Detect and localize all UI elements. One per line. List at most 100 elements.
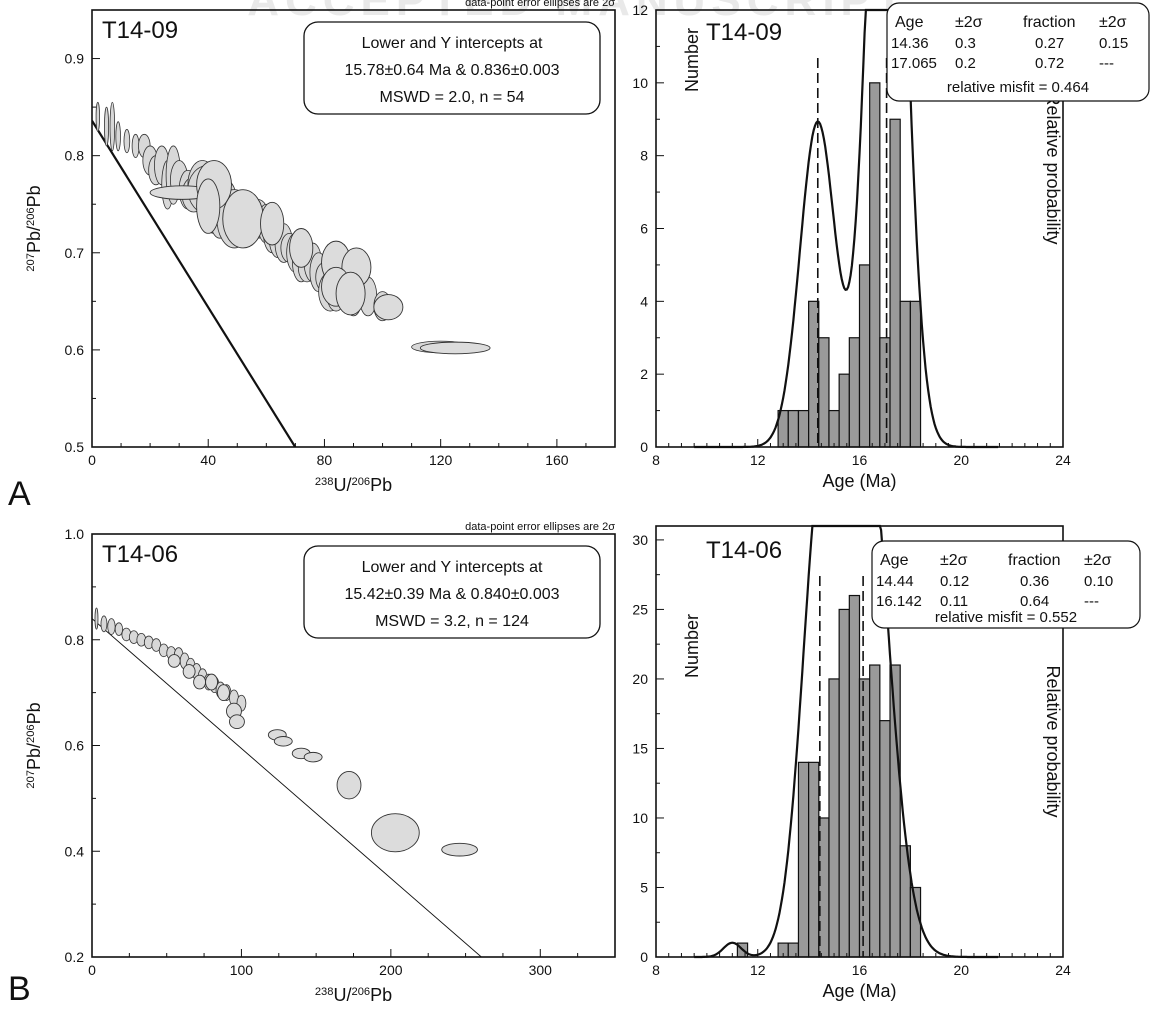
- panel-label-a: A: [8, 475, 31, 513]
- histogram-bar: [909, 300, 922, 448]
- intercept-text: Lower and Y intercepts at: [362, 35, 543, 52]
- intercept-box: [303, 21, 601, 115]
- table-cell: 0.10: [1084, 573, 1113, 590]
- table-header: fraction: [1008, 552, 1060, 569]
- y-tick-label: 0.2: [65, 949, 85, 965]
- error-ellipse: [182, 664, 196, 679]
- error-ellipse: [373, 294, 404, 321]
- panel-labels: AB: [8, 475, 31, 1008]
- misfit-text: relative misfit = 0.464: [947, 79, 1089, 96]
- y-tick-label: 0.5: [65, 439, 85, 455]
- x-axis-label: 238U/206Pb: [315, 475, 392, 495]
- histogram-bar: [797, 761, 810, 958]
- error-ellipse: [167, 654, 181, 668]
- error-ellipse: [95, 101, 100, 132]
- table-cell: 0.36: [1020, 573, 1049, 590]
- error-ellipse: [196, 178, 221, 234]
- x-tick-label: 12: [750, 962, 766, 978]
- ellipses: [95, 101, 491, 355]
- histogram-bar: [787, 409, 800, 448]
- x-tick-label: 200: [379, 962, 403, 978]
- y-tick-label: 0.4: [65, 843, 85, 859]
- component-table: [871, 540, 1141, 629]
- error-ellipse: [109, 101, 116, 152]
- misfit-text: relative misfit = 0.552: [935, 609, 1077, 626]
- panel-label-b: B: [8, 970, 31, 1008]
- y-tick-label: 0.9: [65, 51, 85, 67]
- concordia-plot-a: 0 40 80 120 160 0.5 0.6 0.7 0.8 0.9 238U/206Pb 207P…: [24, 0, 616, 495]
- histogram-bar: [808, 761, 820, 958]
- x-tick-label: 8: [652, 452, 660, 468]
- error-ellipse: [222, 189, 264, 249]
- histogram-bar: [889, 664, 901, 958]
- error-ellipse: [114, 622, 124, 636]
- histogram-b: 8 12 16 20 24 0 5 10 15 20 25 30 Age (Ma) Number Relat…: [632, 524, 1141, 1001]
- table-cell: ---: [1084, 593, 1099, 610]
- table-header: ±2σ: [940, 552, 968, 569]
- histogram-bar: [838, 373, 850, 448]
- y-tick-label: 8: [640, 148, 648, 164]
- error-ellipse: [205, 673, 218, 691]
- histogram-bar: [797, 409, 810, 448]
- x-tick-label: 120: [429, 452, 453, 468]
- y-axis-label: Number: [682, 614, 702, 678]
- y-tick-label: 5: [640, 879, 648, 895]
- ellipses: [94, 607, 478, 857]
- x-tick-label: 300: [529, 962, 553, 978]
- histogram-bar: [858, 264, 871, 448]
- error-ellipse: [107, 618, 116, 635]
- intercept-text: 15.42±0.39 Ma & 0.840±0.003: [344, 586, 559, 603]
- y-tick-label: 0: [640, 439, 648, 455]
- y-tick-label: 6: [640, 221, 648, 237]
- x-tick-label: 100: [230, 962, 254, 978]
- table-cell: 16.142: [876, 593, 922, 610]
- error-ellipse: [229, 714, 245, 730]
- y2-axis-label: Relative probability: [1043, 665, 1063, 817]
- histogram-bar: [869, 82, 881, 448]
- intercept-text: Lower and Y intercepts at: [362, 559, 543, 576]
- error-ellipse: [193, 674, 207, 690]
- x-tick-label: 0: [88, 452, 96, 468]
- histogram-bar: [879, 720, 891, 958]
- table-cell: 0.27: [1035, 35, 1064, 52]
- table-cell: 0.72: [1035, 55, 1064, 72]
- sample-title: T14-06: [102, 541, 178, 568]
- y-tick-label: 20: [632, 671, 648, 687]
- y-axis-label: 207Pb/206Pb: [24, 185, 44, 271]
- x-axis-label: Age (Ma): [822, 981, 896, 1001]
- concordia-plot-b: 0 100 200 300 0.2 0.4 0.6 0.8 1.0 238U/206Pb 207Pb…: [24, 521, 616, 1005]
- error-ellipse: [217, 684, 230, 702]
- y-tick-label: 15: [632, 740, 648, 756]
- intercept-text: 15.78±0.64 Ma & 0.836±0.003: [344, 62, 559, 79]
- histogram-bar: [828, 409, 840, 448]
- regression-line: [92, 618, 482, 957]
- y-tick-label: 0.7: [65, 245, 85, 261]
- error-ellipse: [260, 201, 285, 246]
- x-tick-label: 40: [200, 452, 216, 468]
- x-tick-label: 16: [852, 962, 868, 978]
- error-ellipse: [115, 121, 121, 152]
- table-cell: ---: [1099, 55, 1114, 72]
- x-tick-label: 24: [1055, 452, 1071, 468]
- y-tick-label: 0.6: [65, 342, 85, 358]
- regression-line: [92, 120, 297, 447]
- y-tick-label: 10: [632, 810, 648, 826]
- watermark-text: ACCEPTED MANUSCRIPT: [0, 0, 1156, 16]
- y-tick-label: 0.8: [65, 148, 85, 164]
- y-tick-label: 0.8: [65, 632, 85, 648]
- table-cell: 17.065: [891, 55, 937, 72]
- error-ellipse: [100, 615, 108, 633]
- histogram-bar: [838, 608, 850, 958]
- ellipse-note: data-point error ellipses are 2σ: [465, 521, 615, 533]
- sample-title: T14-06: [706, 537, 782, 564]
- error-ellipse: [289, 228, 314, 268]
- error-ellipse: [336, 770, 362, 800]
- error-ellipse: [441, 842, 478, 857]
- intercept-box: [303, 545, 601, 639]
- sample-title: T14-09: [102, 17, 178, 44]
- table-header: Age: [880, 552, 909, 569]
- histogram-bar: [828, 678, 840, 958]
- histogram-bar: [848, 337, 861, 448]
- error-ellipse: [123, 129, 131, 154]
